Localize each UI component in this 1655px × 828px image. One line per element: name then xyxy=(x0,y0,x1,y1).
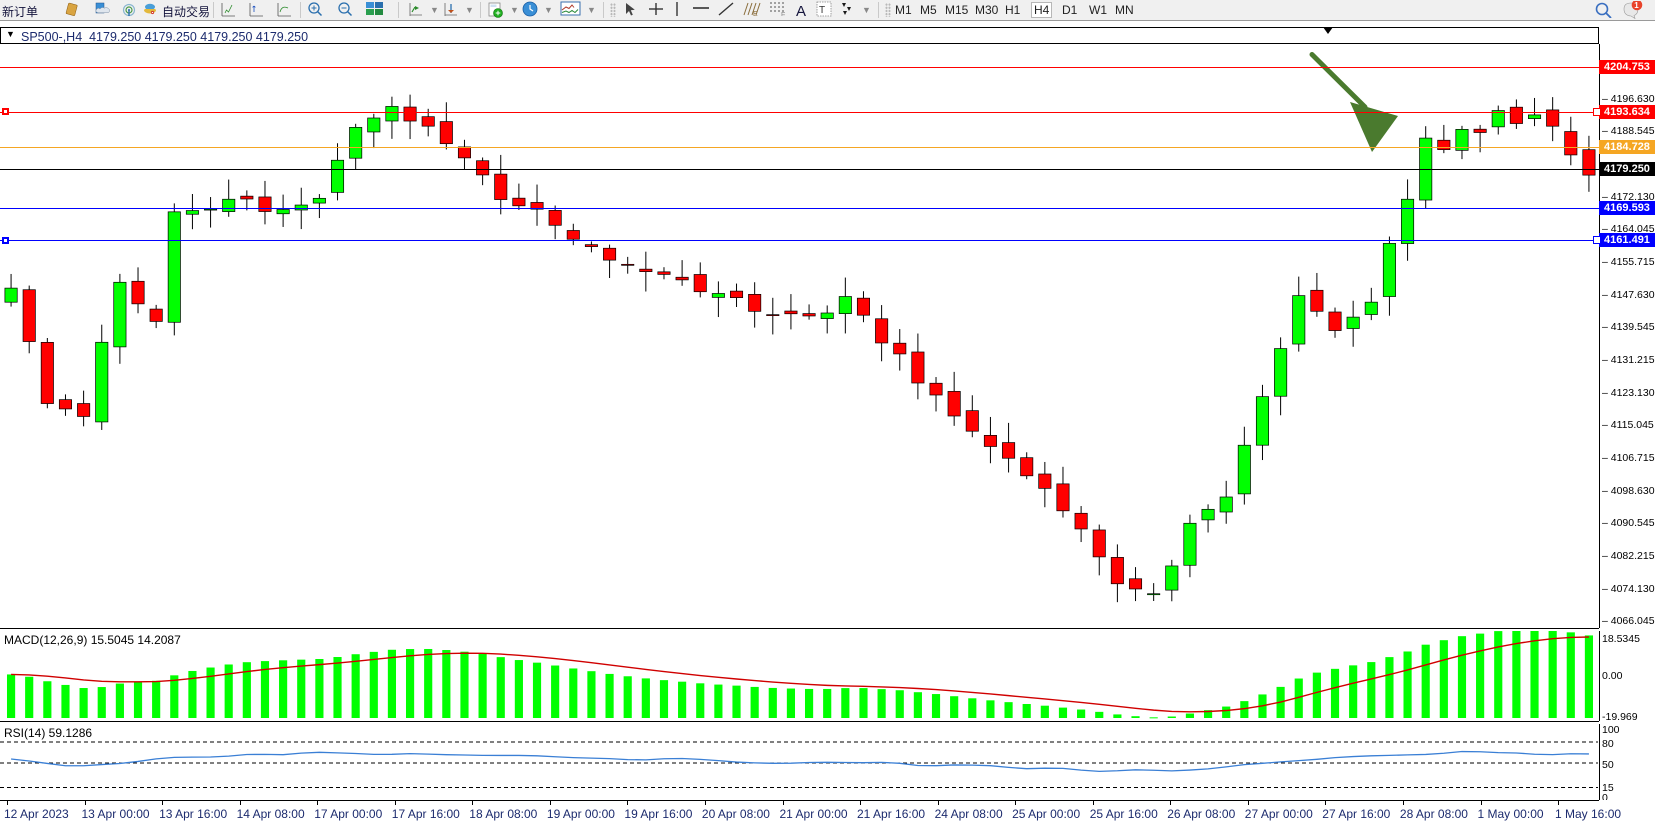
svg-text:F: F xyxy=(781,12,785,16)
svg-text:T: T xyxy=(819,5,825,16)
svg-text:▼: ▼ xyxy=(465,5,474,15)
svg-text:1: 1 xyxy=(1634,1,1639,10)
svg-text:▼: ▼ xyxy=(587,5,596,15)
svg-text:▼: ▼ xyxy=(510,5,519,15)
svg-text:▼: ▼ xyxy=(862,5,871,15)
svg-text:▼: ▼ xyxy=(430,5,439,15)
svg-text:E: E xyxy=(753,11,758,17)
svg-text:▼: ▼ xyxy=(544,5,553,15)
